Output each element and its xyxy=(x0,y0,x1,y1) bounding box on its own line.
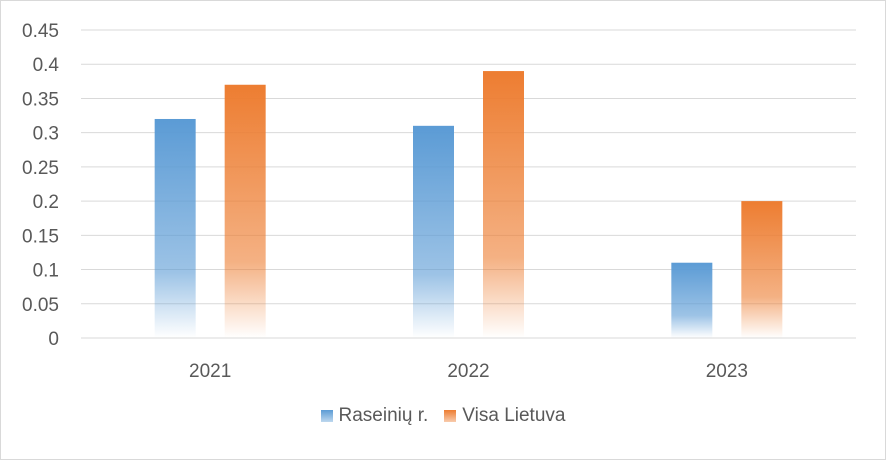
y-tick-label: 0.45 xyxy=(22,21,59,42)
bar-chart: 00.050.10.150.20.250.30.350.40.45 2021 20… xyxy=(22,21,856,382)
bar-visa-lietuva-2022 xyxy=(483,71,524,339)
y-tick-label: 0.25 xyxy=(22,158,59,179)
legend-item-visa-lietuva: Visa Lietuva xyxy=(444,405,565,427)
bar-raseiniai-2021 xyxy=(154,118,196,338)
y-axis-ticks: 0 0.05 0.1 0.15 0.2 0.25 0.3 0.35 0.4 0.45 xyxy=(22,21,59,350)
legend-label-visa-lietuva: Visa Lietuva xyxy=(462,405,566,426)
y-tick-label: 0.3 xyxy=(33,124,59,145)
y-tick-label: 0.1 xyxy=(33,261,59,282)
bar-visa-lietuva-2021 xyxy=(224,84,266,338)
legend-swatch-raseiniai xyxy=(320,410,333,422)
bar-visa-lietuva-2023 xyxy=(741,201,783,338)
y-tick-label: 0 xyxy=(48,329,59,350)
y-tick-label: 0.35 xyxy=(22,89,59,110)
x-axis-ticks: 2021 2022 2023 xyxy=(189,361,748,382)
bars xyxy=(154,71,783,339)
x-tick-label: 2023 xyxy=(706,361,748,382)
y-tick-label: 0.2 xyxy=(33,192,59,213)
x-tick-label: 2021 xyxy=(189,361,231,382)
bar-raseiniai-2022 xyxy=(413,125,454,338)
legend: Raseinių r. Visa Lietuva xyxy=(1,405,885,427)
y-tick-label: 0.05 xyxy=(22,295,59,316)
x-tick-label: 2022 xyxy=(447,361,489,382)
bar-raseiniai-2023 xyxy=(671,262,713,338)
legend-item-raseiniai: Raseinių r. xyxy=(320,405,429,427)
y-tick-label: 0.4 xyxy=(33,55,60,76)
y-tick-label: 0.15 xyxy=(22,226,59,247)
gridlines xyxy=(81,29,856,339)
legend-swatch-visa-lietuva xyxy=(444,410,457,422)
legend-label-raseiniai: Raseinių r. xyxy=(338,405,429,426)
